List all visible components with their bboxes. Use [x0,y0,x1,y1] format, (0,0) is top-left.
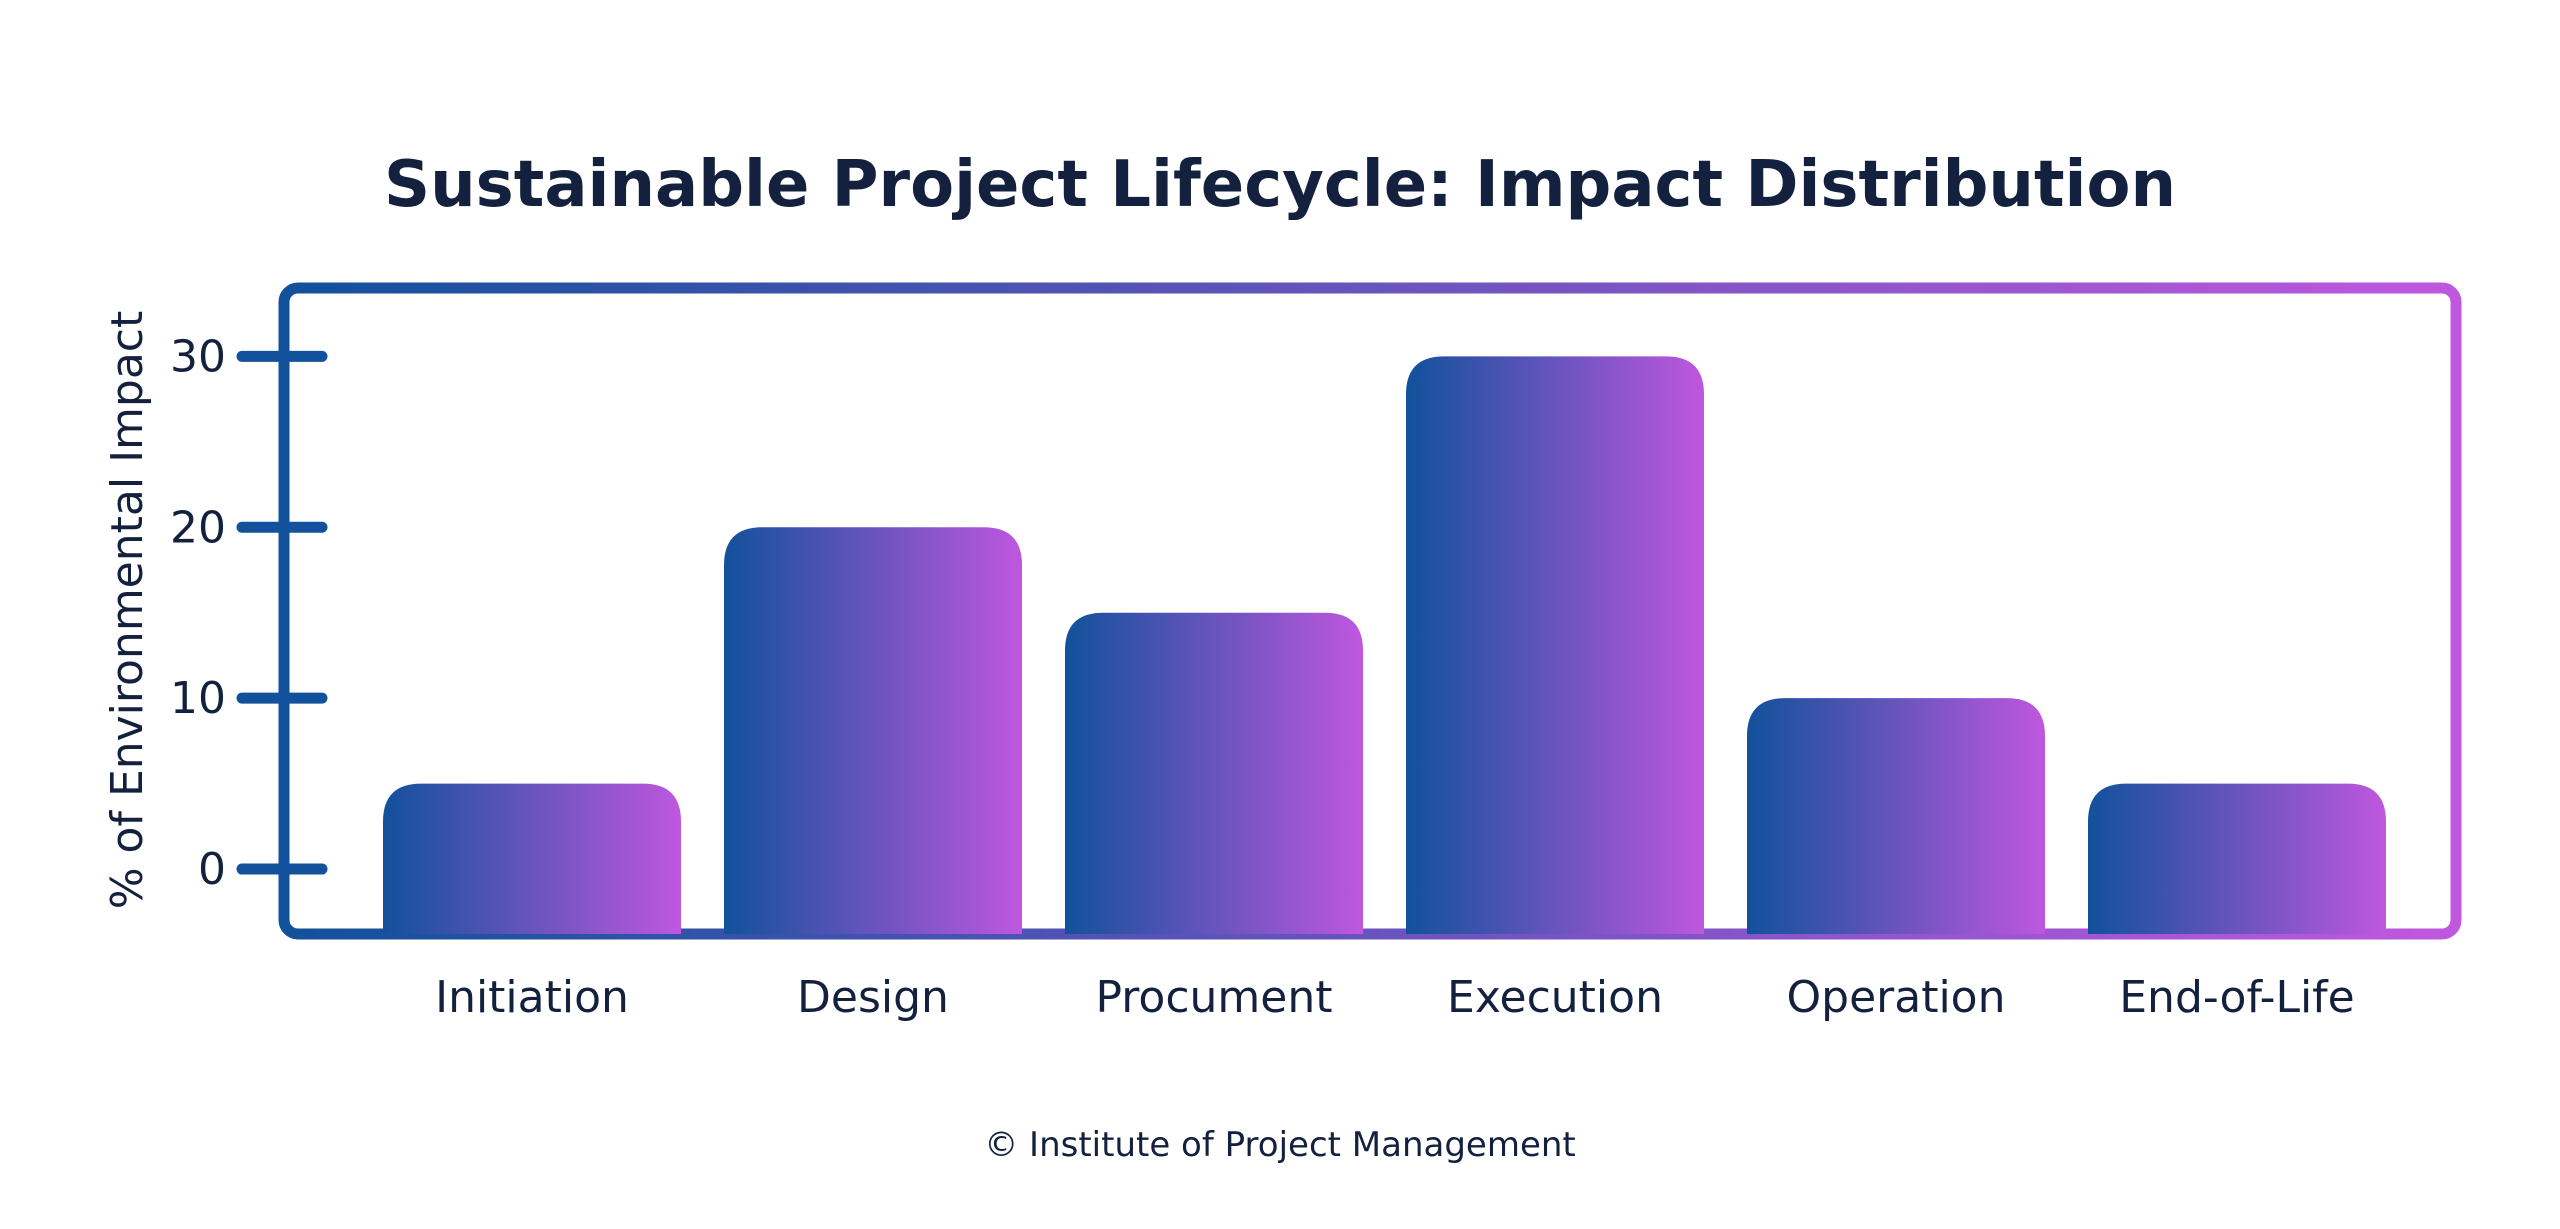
copyright-credit: © Institute of Project Management [984,1125,1576,1165]
bar-operation [1747,698,2045,934]
x-tick-label: Procument [1096,972,1333,1023]
x-axis-labels: Initiation Design Procument Execution Operat… [435,972,2355,1023]
chart-title: Sustainable Project Lifecycle: Impact Di… [384,148,2176,222]
bar-initiation [383,783,681,934]
y-tick-label: 20 [170,502,226,553]
y-tick-label: 30 [170,331,226,382]
y-axis: 0 10 20 30 [170,331,328,895]
bar-design [724,527,1022,934]
y-axis-label: % of Environmental Impact [102,311,153,910]
x-tick-label: Operation [1787,972,2006,1023]
x-tick-label: Initiation [435,972,629,1023]
y-tick-label: 0 [198,844,226,895]
bars-group [383,356,2386,934]
x-tick-label: Design [797,972,949,1023]
plot-frame [278,282,2462,940]
x-tick-label: Execution [1447,972,1663,1023]
x-tick-label: End-of-Life [2119,972,2355,1023]
bar-execution [1406,356,1704,934]
bar-procument [1065,612,1363,934]
bar-end-of-life [2088,783,2386,934]
y-tick-label: 10 [170,673,226,724]
